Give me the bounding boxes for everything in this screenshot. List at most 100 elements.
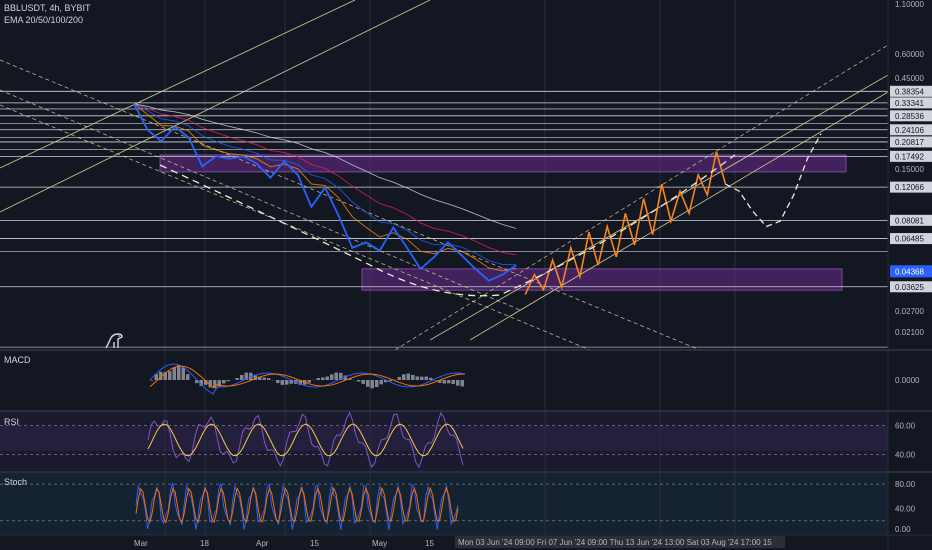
macd-histogram-bar [280,380,284,385]
level-tag [890,97,932,109]
macd-histogram-bar [154,374,158,380]
x-tick-label: Apr [256,539,269,548]
macd-histogram-bar [415,376,419,380]
tradingview-logo-icon [105,333,123,349]
macd-histogram-bar [316,378,320,380]
macd-histogram-bar [226,380,230,382]
macd-histogram-bar [262,377,266,380]
macd-histogram-bar [411,374,415,380]
macd-histogram-bar [397,376,401,380]
price-tick-label: 1.10000 [895,0,924,9]
macd-histogram-bar [253,374,257,380]
price-tick-label: 0.02700 [895,307,924,316]
macd-histogram-bar [217,380,221,387]
stoch-tick-label: 0.00 [895,525,911,534]
current-price-tag [890,265,932,278]
channel-line [429,74,889,341]
macd-histogram-bar [172,367,176,380]
macd-histogram-bar [402,374,406,380]
macd-histogram-bar [456,380,460,386]
pane-label-macd[interactable]: MACD [4,355,31,365]
level-tag-label: 0.24106 [895,126,924,135]
stoch-d-line [135,486,459,524]
price-tick-label: 0.45000 [895,74,924,83]
projection-line [524,151,727,295]
level-tag-label: 0.03625 [895,283,924,292]
x-cursor-label: Mon 03 Jun '24 09:00 Fri 07 Jun '24 09:0… [458,538,772,547]
trend-curve [159,154,736,297]
ema-line [133,103,517,229]
level-tag-label: 0.17492 [895,152,924,161]
macd-signal-line [149,365,466,389]
level-tag-label: 0.33341 [895,99,924,108]
x-tick-label: 15 [310,539,319,548]
macd-histogram-bar [289,380,293,384]
level-tag [890,214,932,226]
macd-histogram-bar [177,364,181,380]
rsi-ma-line [147,423,464,457]
macd-histogram-bar [307,380,311,383]
macd-histogram-bar [325,376,329,380]
level-tag [890,85,932,97]
macd-histogram-bar [447,380,451,384]
level-tag [890,181,932,193]
x-tick-label: 18 [200,539,209,548]
level-tag [890,281,932,293]
level-tag-label: 0.06485 [895,235,924,244]
macd-histogram-bar [379,380,383,385]
macd-histogram-bar [240,375,244,380]
level-tag-label: 0.28536 [895,112,924,121]
macd-histogram-bar [321,377,325,380]
level-tag [890,110,932,122]
macd-histogram-bar [375,380,379,388]
macd-histogram-bar [150,380,154,381]
current-price-label: 0.04368 [895,267,924,276]
stoch-pane-bg [0,473,888,535]
macd-histogram-bar [442,380,446,384]
x-tick-label: May [372,539,387,548]
pane-label-rsi[interactable]: RSI [4,417,20,427]
macd-histogram-bar [348,378,352,380]
macd-histogram-bar [249,372,253,380]
x-tick-label: Mar [134,539,148,548]
macd-histogram-bar [357,380,361,382]
macd-histogram-bar [451,380,455,385]
macd-histogram-bar [343,375,347,380]
macd-histogram-bar [181,367,185,380]
rsi-band [0,426,888,451]
stoch-k-line [135,482,459,530]
channel-line-dashed [0,59,701,351]
rsi-line [147,411,464,469]
macd-histogram-bar [424,376,428,380]
price-tick-label: 0.02100 [895,328,924,337]
macd-histogram-bar [330,374,334,380]
macd-histogram-bar [204,380,208,385]
channel-line-dashed [0,104,591,351]
macd-histogram-bar [361,380,365,384]
price-tick-label: 0.60000 [895,50,924,59]
supply-demand-zone [159,154,847,173]
stoch-tick-label: 40.00 [895,505,916,514]
ema-line [133,103,517,256]
macd-histogram-bar [168,371,172,380]
rsi-tick-label: 40.00 [895,451,916,460]
macd-tick-label: 0.0000 [895,376,920,385]
level-tag-label: 0.08081 [895,216,924,225]
macd-histogram-bar [195,380,199,384]
chart-symbol-title[interactable]: BBLUSDT, 4h, BYBIT [4,3,91,13]
macd-histogram-bar [366,380,370,387]
macd-histogram-bar [384,380,388,383]
macd-histogram-bar [285,380,289,385]
pane-label-stoch[interactable]: Stoch [4,477,28,487]
x-cursor-tag [455,536,785,548]
macd-histogram-bar [370,380,374,389]
macd-histogram-bar [159,371,163,380]
level-tag [890,136,932,148]
macd-histogram-bar [244,372,248,380]
level-tag [890,150,932,162]
indicator-label-ema[interactable]: EMA 20/50/100/200 [4,15,84,25]
channel-line [0,0,431,213]
macd-histogram-bar [406,373,410,380]
macd-histogram-bar [388,380,392,382]
